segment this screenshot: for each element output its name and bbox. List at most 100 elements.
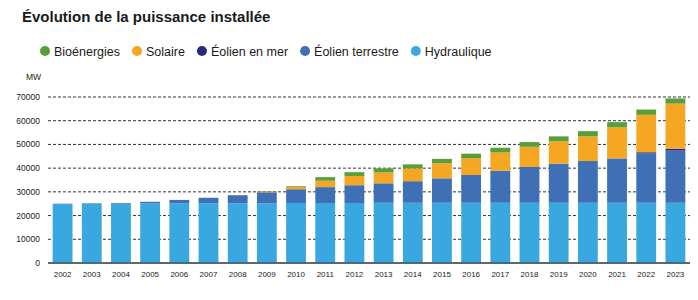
- legend-label: Solaire: [146, 45, 185, 59]
- legend-swatch: [197, 46, 207, 56]
- y-tick-label: 60000: [16, 116, 40, 126]
- bar-segment: [257, 203, 277, 263]
- y-axis-label: MW: [26, 72, 41, 82]
- bar-segment: [286, 187, 306, 189]
- bar-segment: [490, 203, 510, 263]
- bar-segment: [578, 131, 598, 136]
- bar-segment: [665, 151, 685, 203]
- bar-segment: [111, 203, 131, 204]
- bar-segment: [169, 203, 189, 263]
- bar-segment: [665, 104, 685, 149]
- bar-segment: [315, 181, 335, 187]
- y-tick-label: 0: [35, 258, 40, 268]
- bar-segment: [520, 147, 540, 167]
- x-tick-label: 2014: [404, 270, 422, 279]
- bar-segment: [228, 194, 248, 195]
- x-tick-label: 2023: [667, 270, 685, 279]
- x-tick-label: 2022: [637, 270, 655, 279]
- bar-segment: [374, 203, 394, 263]
- bar-segment: [549, 136, 569, 141]
- x-tick-label: 2004: [112, 270, 130, 279]
- bar-segment: [53, 203, 73, 204]
- bar-segment: [607, 203, 627, 263]
- bar-segment: [374, 168, 394, 172]
- bar-segment: [520, 142, 540, 147]
- x-tick-label: 2015: [433, 270, 451, 279]
- x-tick-label: 2005: [141, 270, 159, 279]
- x-tick-label: 2003: [83, 270, 101, 279]
- bar-segment: [403, 164, 423, 168]
- bar-segment: [344, 176, 364, 185]
- bar-segment: [199, 198, 219, 203]
- bar-segment: [53, 203, 73, 204]
- bar-segment: [140, 202, 160, 204]
- y-tick-label: 20000: [16, 211, 40, 221]
- grid-line: [48, 120, 690, 121]
- legend-label: Bioénergies: [54, 45, 120, 59]
- bar-segment: [82, 203, 102, 204]
- y-tick-label: 70000: [16, 92, 40, 102]
- legend-swatch: [300, 46, 310, 56]
- bar-segment: [257, 192, 277, 193]
- bar-segment: [169, 199, 189, 200]
- bar-segment: [607, 122, 627, 127]
- bar-segment: [169, 199, 189, 200]
- bar-segment: [665, 149, 685, 151]
- bar-segment: [490, 148, 510, 153]
- bar-segment: [228, 194, 248, 195]
- bar-segment: [636, 203, 656, 263]
- bar-segment: [578, 161, 598, 203]
- bar-segment: [636, 110, 656, 115]
- bar-segment: [374, 172, 394, 183]
- bar-segment: [432, 159, 452, 163]
- x-tick-label: 2006: [170, 270, 188, 279]
- bar-segment: [169, 199, 189, 200]
- bar-segment: [199, 197, 219, 198]
- bar-segment: [403, 203, 423, 263]
- bar-segment: [607, 127, 627, 158]
- bar-segment: [82, 203, 102, 204]
- x-tick-label: 2018: [521, 270, 539, 279]
- bar-segment: [578, 203, 598, 263]
- bar-segment: [199, 197, 219, 198]
- y-tick-label: 30000: [16, 187, 40, 197]
- bar-segment: [257, 191, 277, 192]
- bar-segment: [257, 192, 277, 203]
- x-tick-label: 2010: [287, 270, 305, 279]
- bar-segment: [315, 203, 335, 263]
- x-tick-label: 2016: [462, 270, 480, 279]
- bar-segment: [636, 153, 656, 202]
- x-axis: [48, 263, 690, 264]
- x-tick-label: 2017: [491, 270, 509, 279]
- x-tick-label: 2008: [229, 270, 247, 279]
- bar-segment: [607, 158, 627, 202]
- x-tick-label: 2019: [550, 270, 568, 279]
- bar-segment: [636, 152, 656, 153]
- x-tick-label: 2011: [317, 270, 335, 279]
- bar-segment: [228, 195, 248, 196]
- bar-segment: [549, 203, 569, 263]
- bar-segment: [636, 115, 656, 152]
- y-tick-label: 10000: [16, 234, 40, 244]
- x-tick-label: 2002: [54, 270, 72, 279]
- bar-segment: [461, 175, 481, 203]
- y-tick-label: 50000: [16, 139, 40, 149]
- bar-segment: [344, 172, 364, 176]
- bar-segment: [344, 203, 364, 263]
- bar-segment: [286, 203, 306, 263]
- title: Évolution de la puissance installée: [22, 8, 270, 25]
- bar-segment: [374, 183, 394, 202]
- bar-segment: [228, 203, 248, 263]
- bar-segment: [140, 201, 160, 202]
- bar-segment: [403, 168, 423, 181]
- bar-segment: [665, 98, 685, 103]
- bar-segment: [549, 141, 569, 163]
- bar-segment: [432, 178, 452, 202]
- bar-segment: [520, 203, 540, 263]
- bar-segment: [140, 203, 160, 263]
- x-tick-label: 2013: [375, 270, 393, 279]
- x-tick-label: 2020: [579, 270, 597, 279]
- grid-line: [48, 263, 690, 264]
- bar-segment: [111, 203, 131, 204]
- bar-segment: [315, 187, 335, 203]
